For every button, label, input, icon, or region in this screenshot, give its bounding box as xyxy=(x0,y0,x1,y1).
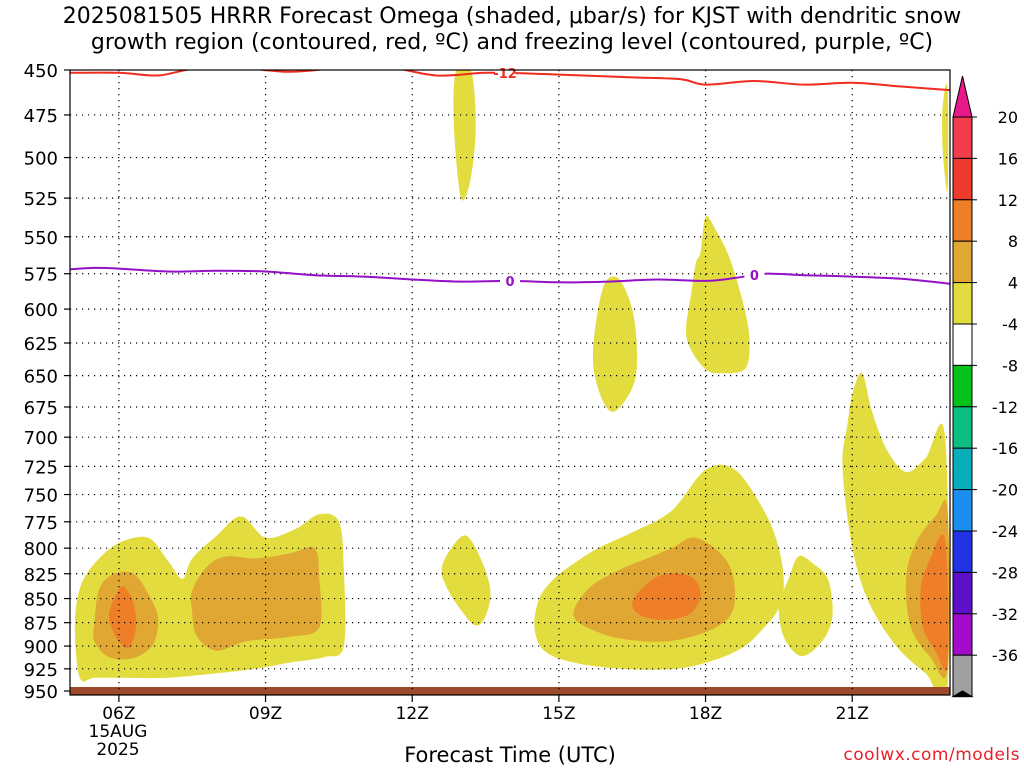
colorbar-label-11: -28 xyxy=(992,563,1018,582)
x-tick-label-06Z: 06Z xyxy=(102,704,135,724)
colorbar-segment-4 xyxy=(952,282,973,325)
x-tick-label-18Z: 18Z xyxy=(689,704,722,724)
x-axis-label: Forecast Time (UTC) xyxy=(404,743,616,767)
omega-region-4-6 xyxy=(778,555,833,657)
omega-region-12-1 xyxy=(632,573,701,620)
omega-shading xyxy=(74,70,950,695)
y-tick-label-500: 500 xyxy=(24,149,58,170)
colorbar-segment-1 xyxy=(952,157,973,201)
y-tick-label-825: 825 xyxy=(24,565,58,586)
omega-region-12-0 xyxy=(108,586,137,649)
colorbar-label-8: -16 xyxy=(992,439,1018,458)
y-tick-label-675: 675 xyxy=(24,398,58,419)
omega-region-4-2 xyxy=(441,535,491,626)
colorbar-bottom-arrow xyxy=(951,690,974,698)
colorbar-segment-0 xyxy=(952,116,973,159)
colorbar-label-5: -4 xyxy=(1002,315,1018,334)
x-tick-label-12Z: 12Z xyxy=(396,704,429,724)
y-tick-label-850: 850 xyxy=(24,590,58,611)
colorbar-segment-7 xyxy=(952,406,973,449)
y-tick-label-700: 700 xyxy=(24,428,58,449)
colorbar-label-1: 16 xyxy=(998,149,1018,168)
colorbar-top-arrow xyxy=(952,75,973,118)
colorbar-label-2: 12 xyxy=(998,191,1018,210)
colorbar-label-13: -36 xyxy=(992,646,1018,665)
colorbar-label-7: -12 xyxy=(992,398,1018,417)
contour-lines xyxy=(70,70,950,285)
y-tick-label-750: 750 xyxy=(24,486,58,507)
y-tick-label-725: 725 xyxy=(24,457,58,478)
y-tick-label-950: 950 xyxy=(24,682,58,703)
colorbar-segment-9 xyxy=(952,489,973,532)
y-tick-label-875: 875 xyxy=(24,614,58,635)
colorbar: 20 16 12 8 4 -4 -8 -12 -16 -20 -24 -28 -32 -36 xyxy=(951,75,1018,698)
colorbar-segment-5 xyxy=(952,323,973,366)
colorbar-segment-12 xyxy=(952,613,973,656)
y-tick-label-625: 625 xyxy=(24,334,58,355)
y-tick-label-475: 475 xyxy=(24,106,58,127)
x-tick-label-09Z: 09Z xyxy=(249,704,282,724)
ground-strip xyxy=(70,687,950,695)
colorbar-label-12: -32 xyxy=(992,605,1018,624)
y-tick-label-525: 525 xyxy=(24,189,58,210)
omega-region-4-3 xyxy=(592,276,638,412)
colorbar-segment-11 xyxy=(952,571,973,615)
y-axis: 450 475 500 525 550 575 600 625 650 675 700 725 750 7… xyxy=(24,61,70,703)
contour-labels: -12 0 0 xyxy=(493,66,765,290)
colorbar-segment-8 xyxy=(952,447,973,491)
colorbar-label-3: 8 xyxy=(1008,232,1018,251)
dgz-contour-label: -12 xyxy=(493,67,517,82)
title-line-1: 2025081505 HRRR Forecast Omega (shaded, … xyxy=(62,4,962,29)
credit-link[interactable]: coolwx.com/models xyxy=(843,745,1020,765)
colorbar-label-0: 20 xyxy=(998,108,1018,127)
colorbar-segment-10 xyxy=(952,530,973,573)
freezing-level-label-0-bg xyxy=(500,273,520,288)
y-tick-label-600: 600 xyxy=(24,300,58,321)
title-line-2: growth region (contoured, red, ºC) and f… xyxy=(90,30,934,55)
y-tick-label-900: 900 xyxy=(24,637,58,658)
y-tick-label-550: 550 xyxy=(24,228,58,249)
x-axis: 06Z 09Z 12Z 15Z 18Z 21Z xyxy=(102,695,869,724)
gridlines xyxy=(70,70,950,695)
y-tick-label-925: 925 xyxy=(24,660,58,681)
y-tick-label-575: 575 xyxy=(24,265,58,286)
colorbar-segment-3 xyxy=(952,240,973,284)
colorbar-segment-6 xyxy=(952,364,973,408)
date-label-year: 2025 xyxy=(96,740,140,760)
freezing-level-label-1-bg xyxy=(744,268,765,283)
y-tick-label-650: 650 xyxy=(24,367,58,388)
colorbar-segment-2 xyxy=(952,199,973,242)
colorbar-segment-13 xyxy=(952,654,973,698)
y-tick-label-450: 450 xyxy=(24,61,58,82)
ground-surface xyxy=(70,687,950,695)
y-tick-label-775: 775 xyxy=(24,513,58,534)
x-tick-label-15Z: 15Z xyxy=(542,704,575,724)
freezing-level-label-1: 0 xyxy=(750,269,759,284)
plot-frame xyxy=(69,69,951,696)
colorbar-label-10: -24 xyxy=(992,522,1018,541)
date-label-day: 15AUG xyxy=(88,722,148,742)
colorbar-label-6: -8 xyxy=(1002,356,1018,375)
y-tick-label-800: 800 xyxy=(24,539,58,560)
x-tick-label-21Z: 21Z xyxy=(836,704,869,724)
omega-region-4-8 xyxy=(942,83,949,192)
omega-region-4-1 xyxy=(453,70,476,201)
colorbar-label-4: 4 xyxy=(1008,274,1018,293)
freezing-level-label-0: 0 xyxy=(505,275,514,290)
omega-region-12-2 xyxy=(920,534,949,671)
omega-region-4-4 xyxy=(686,215,750,374)
colorbar-label-9: -20 xyxy=(992,481,1018,500)
chart-title: 2025081505 HRRR Forecast Omega (shaded, … xyxy=(0,4,1024,56)
